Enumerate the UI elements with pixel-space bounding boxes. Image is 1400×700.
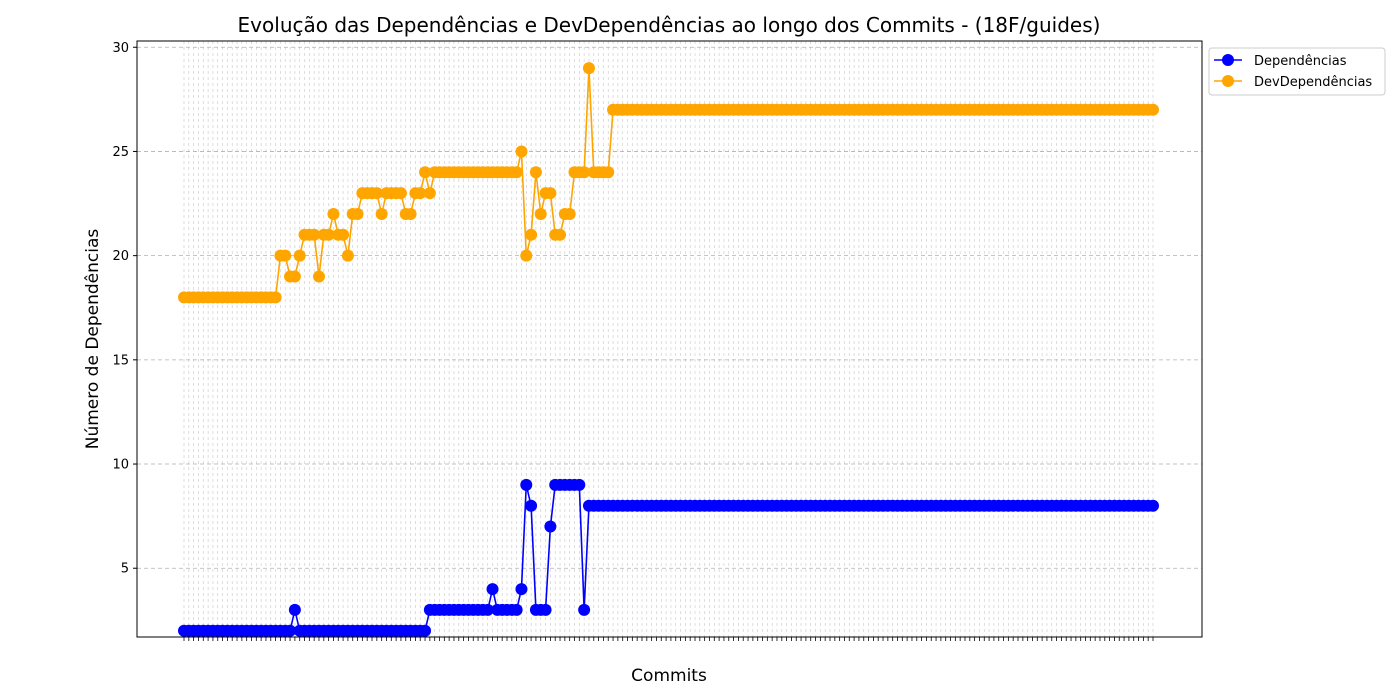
legend-box <box>1208 47 1386 96</box>
y-tick-label: 5 <box>121 562 129 577</box>
plot-frame <box>136 40 1203 638</box>
data-point <box>515 583 528 596</box>
data-point <box>284 624 297 637</box>
data-point <box>414 187 427 200</box>
series-dependencias <box>178 478 1159 637</box>
data-point <box>520 478 533 491</box>
data-point <box>602 166 615 179</box>
y-axis-label: Número de Dependências <box>83 229 103 450</box>
y-tick-label: 20 <box>112 249 129 264</box>
data-point <box>312 270 325 283</box>
y-tick-label: 10 <box>112 458 129 473</box>
data-point <box>578 603 591 616</box>
data-point <box>554 228 567 241</box>
series-devdependencias <box>178 62 1159 304</box>
legend-marker-devdependencias <box>1222 75 1234 87</box>
data-point <box>481 603 494 616</box>
data-point <box>337 228 350 241</box>
data-point <box>525 499 538 512</box>
legend-marker-dependencias <box>1222 54 1234 66</box>
data-point <box>525 228 538 241</box>
data-point <box>423 187 436 200</box>
data-point <box>394 187 407 200</box>
data-point <box>539 603 552 616</box>
data-point <box>419 624 432 637</box>
legend-label-dependencias: Dependências <box>1254 54 1347 69</box>
data-point <box>515 145 528 158</box>
data-point <box>322 228 335 241</box>
y-axis-ticks: 5 10 15 20 25 30 <box>112 41 137 577</box>
x-axis-label: Commits <box>631 666 707 686</box>
data-point <box>578 166 591 179</box>
data-point <box>563 207 576 220</box>
y-tick-label: 30 <box>112 41 129 56</box>
data-point <box>308 228 321 241</box>
y-tick-label: 25 <box>112 145 129 160</box>
data-point <box>544 187 557 200</box>
chart-title: Evolução das Dependências e DevDependênc… <box>238 13 1101 37</box>
data-point <box>375 207 388 220</box>
data-point <box>279 249 292 262</box>
legend-label-devdependencias: DevDependências <box>1254 75 1372 90</box>
data-point <box>544 520 557 533</box>
data-point <box>293 249 306 262</box>
series-layer <box>178 62 1159 637</box>
data-point <box>510 603 523 616</box>
data-point <box>419 166 432 179</box>
data-point <box>288 603 301 616</box>
data-point <box>573 478 586 491</box>
data-point <box>486 583 499 596</box>
data-point <box>582 62 595 75</box>
series-line <box>184 68 1153 299</box>
data-point <box>341 249 354 262</box>
legend: Dependências DevDependências <box>1208 47 1386 96</box>
y-tick-label: 15 <box>112 353 129 368</box>
data-point <box>370 187 383 200</box>
data-point <box>520 249 533 262</box>
x-axis-ticks <box>183 637 1154 641</box>
data-point <box>269 291 282 304</box>
data-point <box>327 207 340 220</box>
data-point <box>404 207 417 220</box>
data-point <box>288 270 301 283</box>
data-point <box>1147 103 1159 116</box>
data-point <box>510 166 523 179</box>
grid-layer <box>137 41 1202 637</box>
data-point <box>534 207 547 220</box>
data-point <box>529 166 542 179</box>
data-point <box>1147 499 1159 512</box>
data-point <box>351 207 364 220</box>
